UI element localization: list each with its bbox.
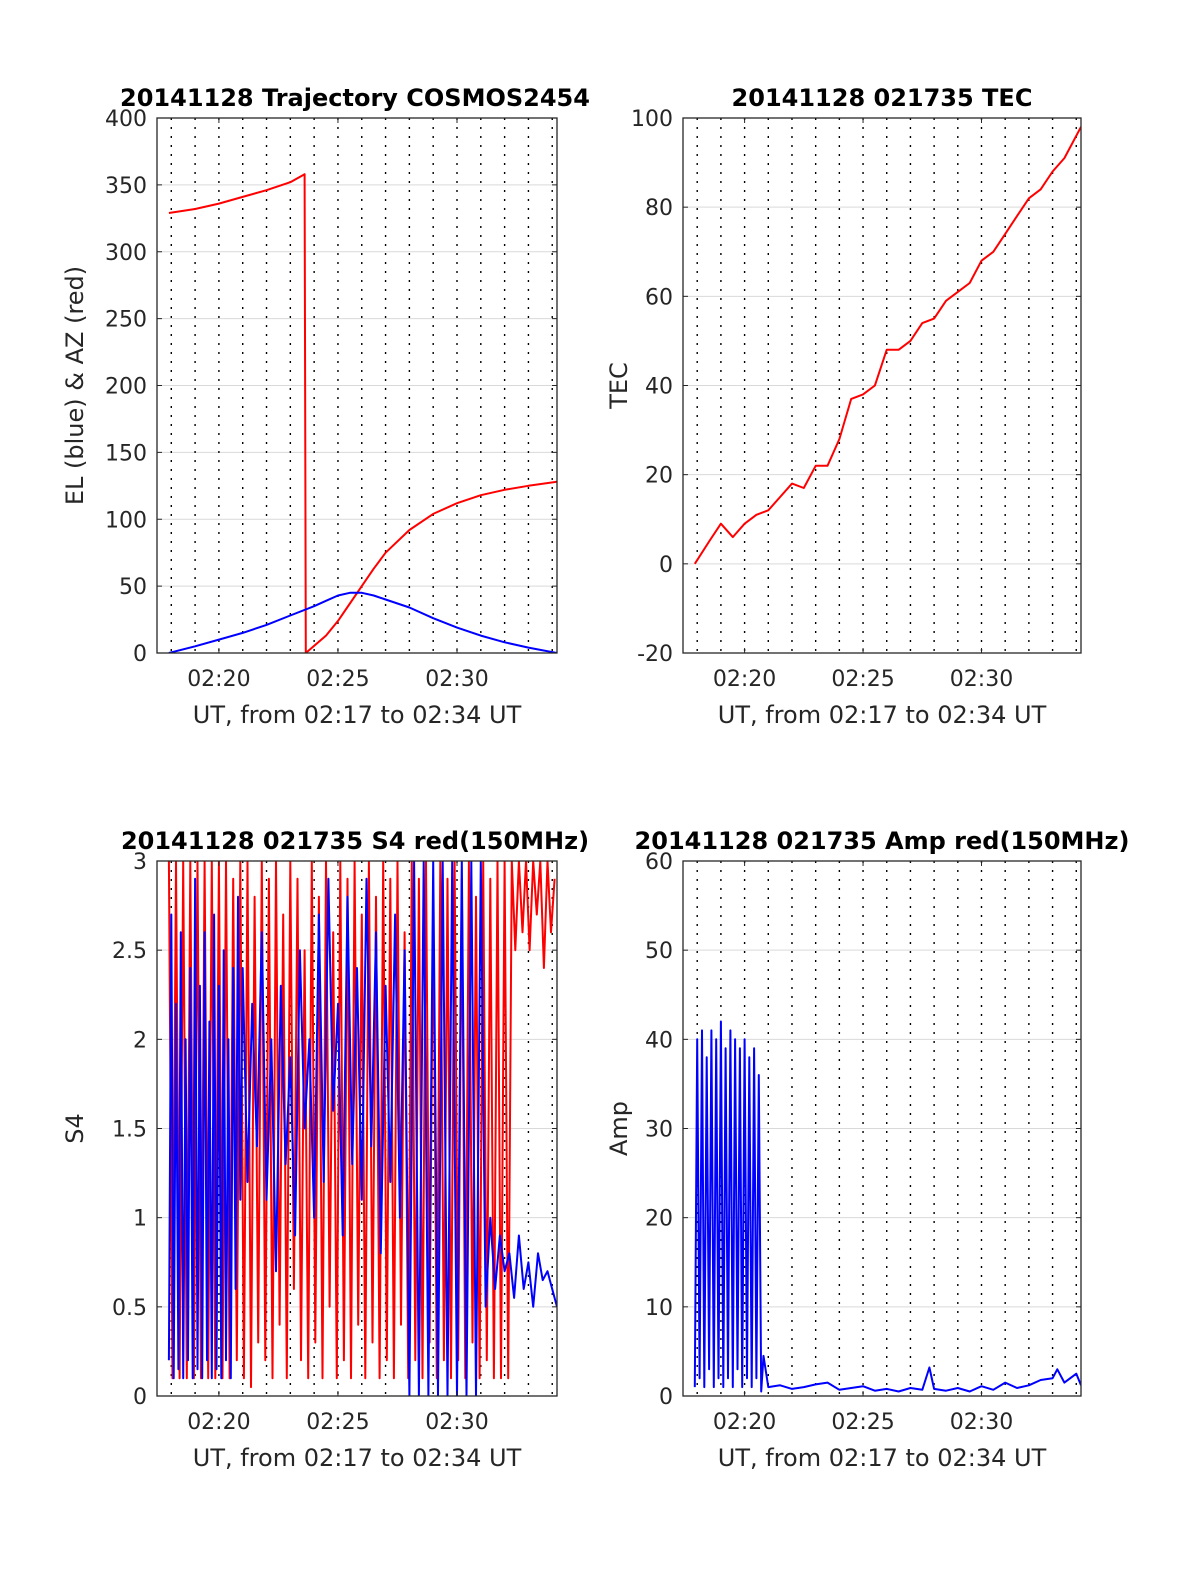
y-tick-label: 40	[645, 375, 673, 400]
x-tick-label: 02:30	[425, 667, 488, 692]
x-tick-label: 02:20	[187, 1410, 250, 1435]
y-tick-label: 150	[105, 441, 147, 466]
chart-title: 20141128 Trajectory COSMOS2454	[120, 84, 590, 112]
y-tick-label: 60	[645, 285, 673, 310]
y-tick-label: 1	[133, 1207, 147, 1232]
chart-title: 20141128 021735 TEC	[732, 84, 1033, 112]
y-tick-label: 0.5	[112, 1296, 147, 1321]
x-tick-label: 02:20	[713, 1410, 776, 1435]
x-tick-label: 02:30	[950, 1410, 1013, 1435]
chart-title: 20141128 021735 S4 red(150MHz)	[121, 827, 589, 855]
y-tick-label: 100	[105, 508, 147, 533]
y-axis-label: S4	[61, 1113, 89, 1144]
series-line-2	[168, 591, 557, 653]
y-tick-label: 40	[645, 1028, 673, 1053]
y-tick-label: 100	[631, 107, 673, 132]
y-axis-label: TEC	[605, 362, 633, 410]
y-tick-label: 0	[659, 1385, 673, 1410]
x-tick-label: 02:25	[306, 1410, 369, 1435]
y-tick-label: 250	[105, 308, 147, 333]
y-tick-label: 2	[133, 1028, 147, 1053]
y-tick-label: 0	[133, 1385, 147, 1410]
y-tick-label: 2.5	[112, 939, 147, 964]
chart-panel-3: 0 0.5 1 1.5 2 2.5 3 02:20 02:25 02:30 20141128 021…	[61, 827, 589, 1472]
y-tick-label: 60	[645, 850, 673, 875]
y-axis-label: Amp	[605, 1101, 633, 1156]
x-tick-label: 02:20	[713, 667, 776, 692]
chart-title: 20141128 021735 Amp red(150MHz)	[635, 827, 1130, 855]
y-tick-label: 0	[133, 642, 147, 667]
series-line-1	[693, 1020, 1081, 1393]
chart-panel-4: 0 10 20 30 40 50 60 02:20 02:25 02:30 20141128 021…	[605, 827, 1129, 1472]
y-tick-label: 20	[645, 1207, 673, 1232]
x-tick-label: 02:20	[187, 667, 250, 692]
y-tick-label: 50	[645, 939, 673, 964]
y-tick-label: 1.5	[112, 1118, 147, 1143]
series-group	[167, 861, 557, 1396]
x-tick-label: 02:25	[306, 667, 369, 692]
x-tick-label: 02:25	[831, 667, 894, 692]
series-line-1	[167, 861, 556, 1389]
y-tick-label: -20	[637, 642, 673, 667]
chart-panel-1: 0 50 100 150 200 250 300 350 400 02:20 02:25 02:30 2…	[61, 84, 590, 729]
x-axis-label: UT, from 02:17 to 02:34 UT	[718, 701, 1047, 729]
x-axis-label: UT, from 02:17 to 02:34 UT	[193, 1444, 522, 1472]
y-tick-label: 400	[105, 107, 147, 132]
y-tick-label: 3	[133, 850, 147, 875]
y-tick-label: 300	[105, 241, 147, 266]
y-tick-label: 200	[105, 375, 147, 400]
y-tick-label: 50	[119, 575, 147, 600]
x-axis-label: UT, from 02:17 to 02:34 UT	[193, 701, 522, 729]
series-group	[693, 126, 1081, 565]
series-line-1	[168, 173, 557, 653]
y-axis-label: EL (blue) & AZ (red)	[61, 266, 89, 505]
y-tick-label: 80	[645, 196, 673, 221]
chart-panel-2: -20 0 20 40 60 80 100 02:20 02:25 02:30 20141128 0…	[605, 84, 1082, 729]
y-tick-label: 20	[645, 464, 673, 489]
series-group	[693, 1020, 1081, 1393]
x-tick-label: 02:30	[950, 667, 1013, 692]
series-line-2	[167, 861, 557, 1396]
series-line-1	[693, 126, 1081, 565]
series-group	[168, 173, 557, 653]
x-tick-label: 02:25	[831, 1410, 894, 1435]
y-tick-label: 10	[645, 1296, 673, 1321]
y-tick-label: 350	[105, 174, 147, 199]
y-tick-label: 0	[659, 553, 673, 578]
x-tick-label: 02:30	[425, 1410, 488, 1435]
x-axis-label: UT, from 02:17 to 02:34 UT	[718, 1444, 1047, 1472]
y-tick-label: 30	[645, 1118, 673, 1143]
